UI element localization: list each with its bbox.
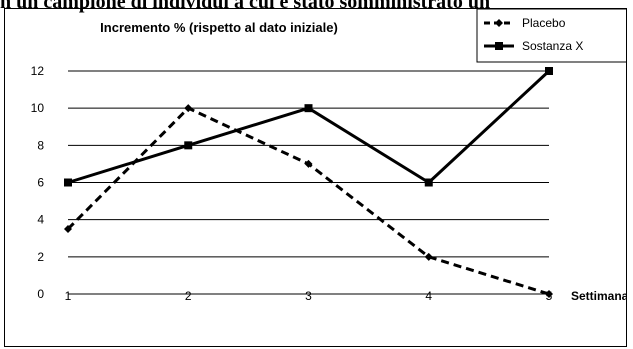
- y-tick-label-0: 0: [37, 287, 44, 301]
- chart-title: Incremento % (rispetto al dato iniziale): [100, 20, 338, 35]
- y-tick-label-12: 12: [31, 64, 45, 78]
- series-sostanza-x: [64, 67, 553, 187]
- legend-marker-placebo: [495, 19, 503, 27]
- legend-marker-sostanza-x: [495, 42, 503, 50]
- y-tick-label-10: 10: [31, 101, 45, 115]
- data-point-placebo-1: [64, 224, 72, 233]
- legend-box: [476, 8, 627, 63]
- data-point-sostanza-x-5: [545, 67, 553, 75]
- y-tick-label-8: 8: [37, 138, 44, 152]
- legend-label-sostanza-x: Sostanza X: [522, 39, 583, 53]
- y-tick-label-6: 6: [37, 176, 44, 190]
- x-tick-label-3: 3: [305, 289, 312, 303]
- x-tick-label-2: 2: [185, 289, 192, 303]
- x-axis-ticks: 12345: [65, 289, 553, 303]
- data-point-sostanza-x-1: [64, 178, 72, 187]
- legend-item-placebo: Placebo: [484, 16, 566, 30]
- x-tick-label-1: 1: [65, 289, 72, 303]
- data-point-placebo-3: [304, 159, 313, 168]
- series-layer: [64, 67, 553, 298]
- data-point-placebo-4: [424, 252, 433, 261]
- line-chart: Incremento % (rispetto al dato iniziale)…: [31, 8, 627, 303]
- legend-item-sostanza-x: Sostanza X: [484, 39, 583, 53]
- data-point-placebo-5: [545, 290, 553, 298]
- data-point-sostanza-x-3: [304, 104, 313, 113]
- data-point-sostanza-x-2: [184, 141, 193, 150]
- y-axis-ticks: 0 2 4 6 8 10 12: [31, 64, 45, 301]
- x-tick-label-4: 4: [425, 289, 432, 303]
- page-heading: n un campione di individui a cui è stato…: [0, 0, 491, 13]
- data-point-sostanza-x-4: [424, 178, 433, 187]
- y-tick-label-2: 2: [37, 250, 44, 264]
- legend-label-placebo: Placebo: [522, 16, 566, 30]
- series-placebo: [64, 104, 553, 298]
- legend: Placebo Sostanza X: [476, 8, 627, 63]
- data-point-placebo-2: [184, 104, 193, 113]
- x-axis-label: Settimana: [571, 289, 627, 303]
- y-tick-label-4: 4: [37, 213, 44, 227]
